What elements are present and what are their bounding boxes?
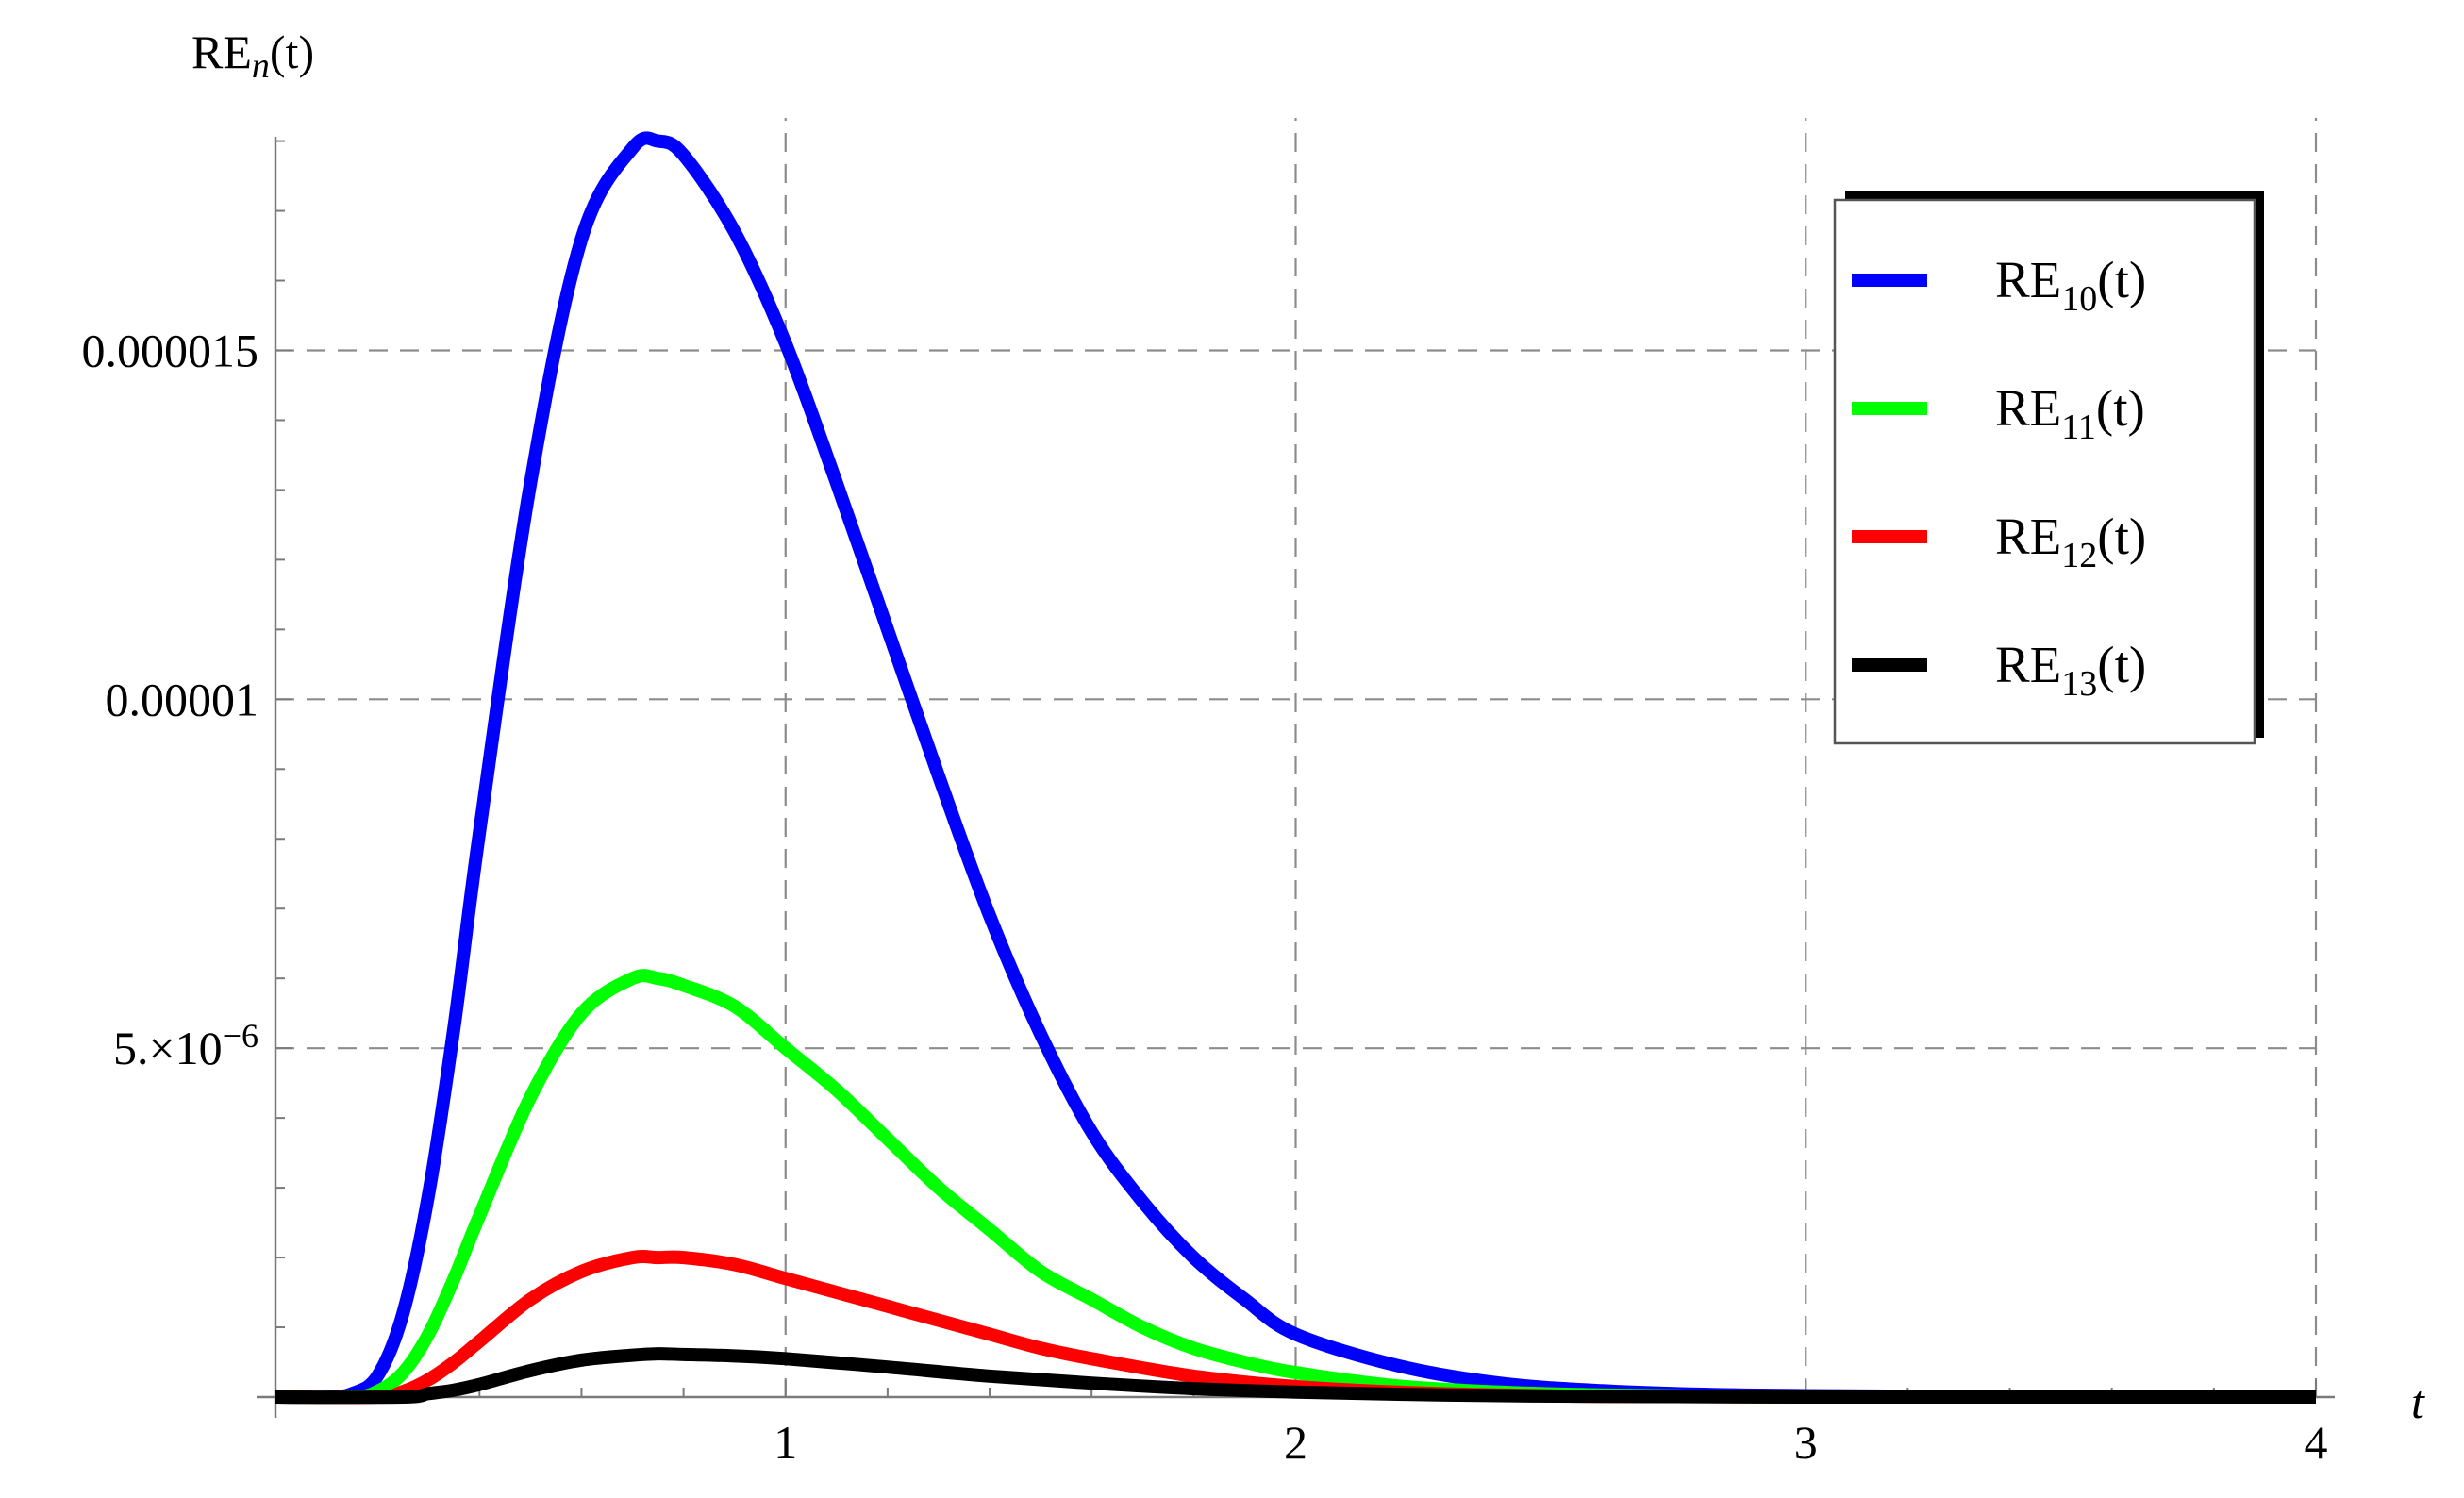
x-tick-label: 2 [1284,1416,1307,1469]
legend-label-12: RE12(t) [1995,508,2146,575]
y-tick-label: 0.000015 [82,324,259,376]
legend: RE10(t) RE11(t) RE12(t) RE13(t) [1833,191,2264,745]
tick-labels: 1 2 3 4 5.×10−6 0.00001 0.000015 [82,324,2328,1469]
y-tick-label-main: 0.00001 [106,673,259,725]
x-tick-label: 1 [774,1416,797,1469]
series-lines [275,131,2316,1405]
x-tick-label: 3 [1794,1416,1818,1469]
y-axis-title-subscript: n [252,46,270,86]
y-tick-label-main: 0.000015 [82,324,259,376]
legend-label-13: RE13(t) [1995,636,2146,704]
series-line-13 [275,1347,2316,1405]
x-axis-title: t [2411,1375,2425,1428]
legend-label-10: RE10(t) [1995,251,2146,319]
legend-items: RE10(t) RE11(t) RE12(t) RE13(t) [1852,251,2146,704]
y-tick-label-main: 5.×10 [113,1022,223,1074]
x-tick-label: 4 [2305,1416,2328,1469]
y-axis-title-suffix: (t) [270,25,314,78]
y-axis-title-base: RE [191,25,252,78]
y-axis-title: REn(t) [191,25,314,86]
legend-box [1833,198,2256,745]
y-tick-label: 5.×10−6 [113,1017,258,1074]
y-tick-label-exponent: −6 [223,1017,258,1055]
legend-label-11: RE11(t) [1995,379,2145,447]
y-tick-label: 0.00001 [106,673,259,725]
